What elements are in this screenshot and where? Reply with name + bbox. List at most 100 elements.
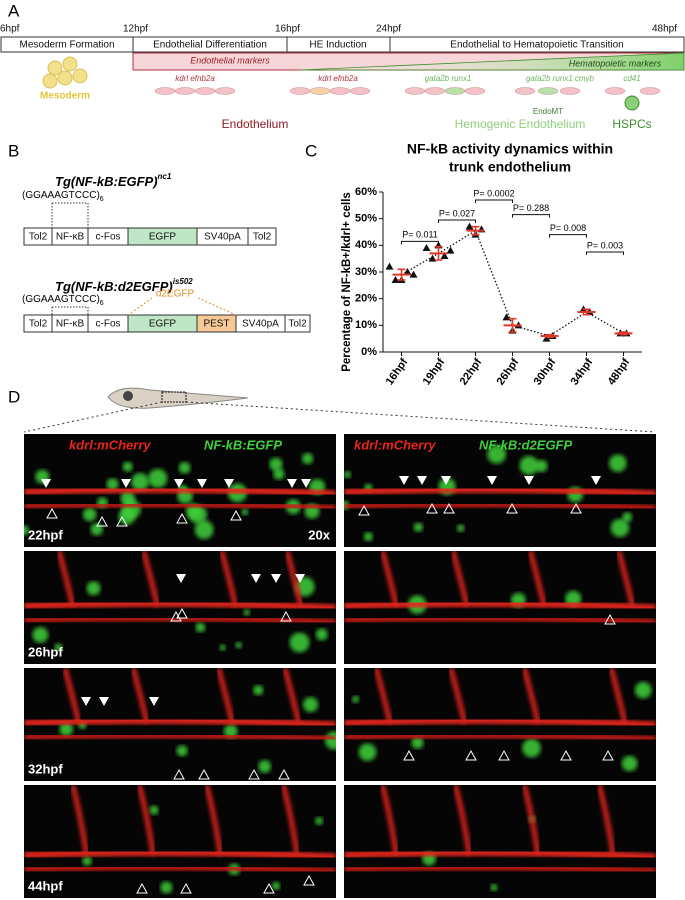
vessel xyxy=(24,864,336,874)
green-signal xyxy=(258,760,272,773)
construct-element xyxy=(247,227,277,246)
green-signal xyxy=(621,755,638,772)
cell xyxy=(174,87,196,95)
error-bar xyxy=(619,331,628,336)
construct-title: Tg(NF-kB:EGFP)nc1 xyxy=(55,172,172,189)
repeat-bracket xyxy=(51,306,89,315)
green-signal xyxy=(271,881,281,890)
green-signal xyxy=(289,632,310,653)
arrowhead-open xyxy=(176,607,188,619)
chart-title: trunk endothelium xyxy=(449,159,571,175)
significance-bracket xyxy=(586,251,624,255)
construct-element-label: Tol2 xyxy=(29,232,48,243)
panel-label: B xyxy=(8,141,19,160)
green-signal xyxy=(344,471,351,479)
construct-element-label: c-Fos xyxy=(96,232,121,243)
x-tick-label: 30hpf xyxy=(532,356,559,387)
construct-element-label: Tol2 xyxy=(253,232,272,243)
p-value: P= 0.003 xyxy=(587,240,623,250)
arrowhead-open xyxy=(116,515,128,527)
y-tick-label: 60% xyxy=(355,186,377,198)
green-signal xyxy=(315,628,328,641)
data-point xyxy=(422,244,431,251)
arrowhead-open xyxy=(278,768,290,780)
stage: HE Induction xyxy=(309,40,366,51)
green-signal xyxy=(411,736,424,749)
data-point xyxy=(440,252,449,259)
arrowhead-filled xyxy=(271,574,281,583)
intersegmental-vessel xyxy=(56,551,76,607)
green-signal xyxy=(315,817,324,825)
intersegmental-vessel xyxy=(141,551,160,607)
arrowhead-open xyxy=(170,610,182,622)
data-point xyxy=(446,246,455,254)
repeat-count: 6 xyxy=(100,196,104,203)
stage: Mesoderm Formation xyxy=(19,40,114,51)
arrowhead-filled xyxy=(197,479,207,488)
repeat-count: 6 xyxy=(100,300,104,307)
cell xyxy=(424,87,446,95)
arrowhead-open xyxy=(443,502,455,514)
construct-superscript: nc1 xyxy=(158,172,172,181)
gene-label: gata2b runx1 cmyb xyxy=(526,74,595,83)
green-signal xyxy=(243,609,251,616)
intersegmental-vessel xyxy=(219,551,239,607)
data-point xyxy=(403,268,412,275)
arrowhead-open xyxy=(465,749,477,761)
intersegmental-vessel xyxy=(70,785,89,856)
x-tick-label: 22hpf xyxy=(458,356,485,387)
stage: Endothelial Differentiation xyxy=(153,40,267,51)
micrograph: 22hpf xyxy=(24,434,336,547)
arrowhead-filled xyxy=(176,574,186,583)
cell-type: Hemogenic Endothelium xyxy=(455,117,586,131)
green-signal xyxy=(160,881,173,894)
vessel xyxy=(344,732,656,742)
green-signal xyxy=(609,454,627,472)
construct-element-label: SV40pA xyxy=(242,319,279,330)
timepoint-label: 44hpf xyxy=(28,878,63,893)
panel-d: D 22hpf 26hpf 32hpf 44hpf kdrl:mCherry NF-kB:… xyxy=(8,387,656,898)
arrowhead-filled xyxy=(99,697,109,706)
construct-element-label: c-Fos xyxy=(96,319,121,330)
marker-label: Hematopoietic markers xyxy=(569,58,662,68)
micrograph-signal xyxy=(24,551,336,653)
stage-box xyxy=(389,36,685,53)
vessel xyxy=(344,716,656,729)
vessel xyxy=(24,485,336,498)
reporter-label: kdrl:mCherry xyxy=(69,437,151,452)
green-signal xyxy=(456,524,465,533)
green-signal xyxy=(273,468,285,480)
vessel xyxy=(344,485,656,498)
arrowhead-open xyxy=(136,882,148,894)
gene-label: gata2b runx1 xyxy=(425,74,472,83)
arrowhead-open xyxy=(198,768,210,780)
intersegmental-vessel xyxy=(204,785,223,856)
micrograph: 26hpf xyxy=(24,551,336,664)
timepoint-label: 26hpf xyxy=(28,644,63,659)
arrowhead-open xyxy=(602,749,614,761)
intersegmental-vessel xyxy=(448,668,468,724)
cell-type: Endothelium xyxy=(222,117,289,131)
timepoint: 12hpf xyxy=(123,24,148,35)
arrowhead-filled xyxy=(487,476,497,485)
intersegmental-vessel xyxy=(282,668,302,724)
significance-bracket xyxy=(401,240,439,245)
construct-element-label: NF-κB xyxy=(56,319,85,330)
intersegmental-vessel xyxy=(450,551,470,607)
error-bar xyxy=(397,268,406,281)
construct-title: Tg(NF-kB:d2EGFP)is502 xyxy=(55,277,193,294)
data-point xyxy=(391,276,400,283)
micrograph-signal xyxy=(344,444,656,542)
hematopoietic-marker-wedge xyxy=(299,52,685,71)
significance-bracket xyxy=(438,219,476,223)
arrowhead-open xyxy=(560,749,572,761)
x-tick-label: 19hpf xyxy=(421,356,448,387)
cell xyxy=(514,87,536,95)
intersegmental-vessel xyxy=(62,668,82,724)
error-bar xyxy=(582,308,591,316)
green-signal xyxy=(358,743,377,761)
intersegmental-vessel xyxy=(521,785,541,856)
intersegmental-vessel xyxy=(280,785,300,856)
reporter-label: NF-kB:EGFP xyxy=(204,437,282,452)
cell xyxy=(559,87,581,95)
